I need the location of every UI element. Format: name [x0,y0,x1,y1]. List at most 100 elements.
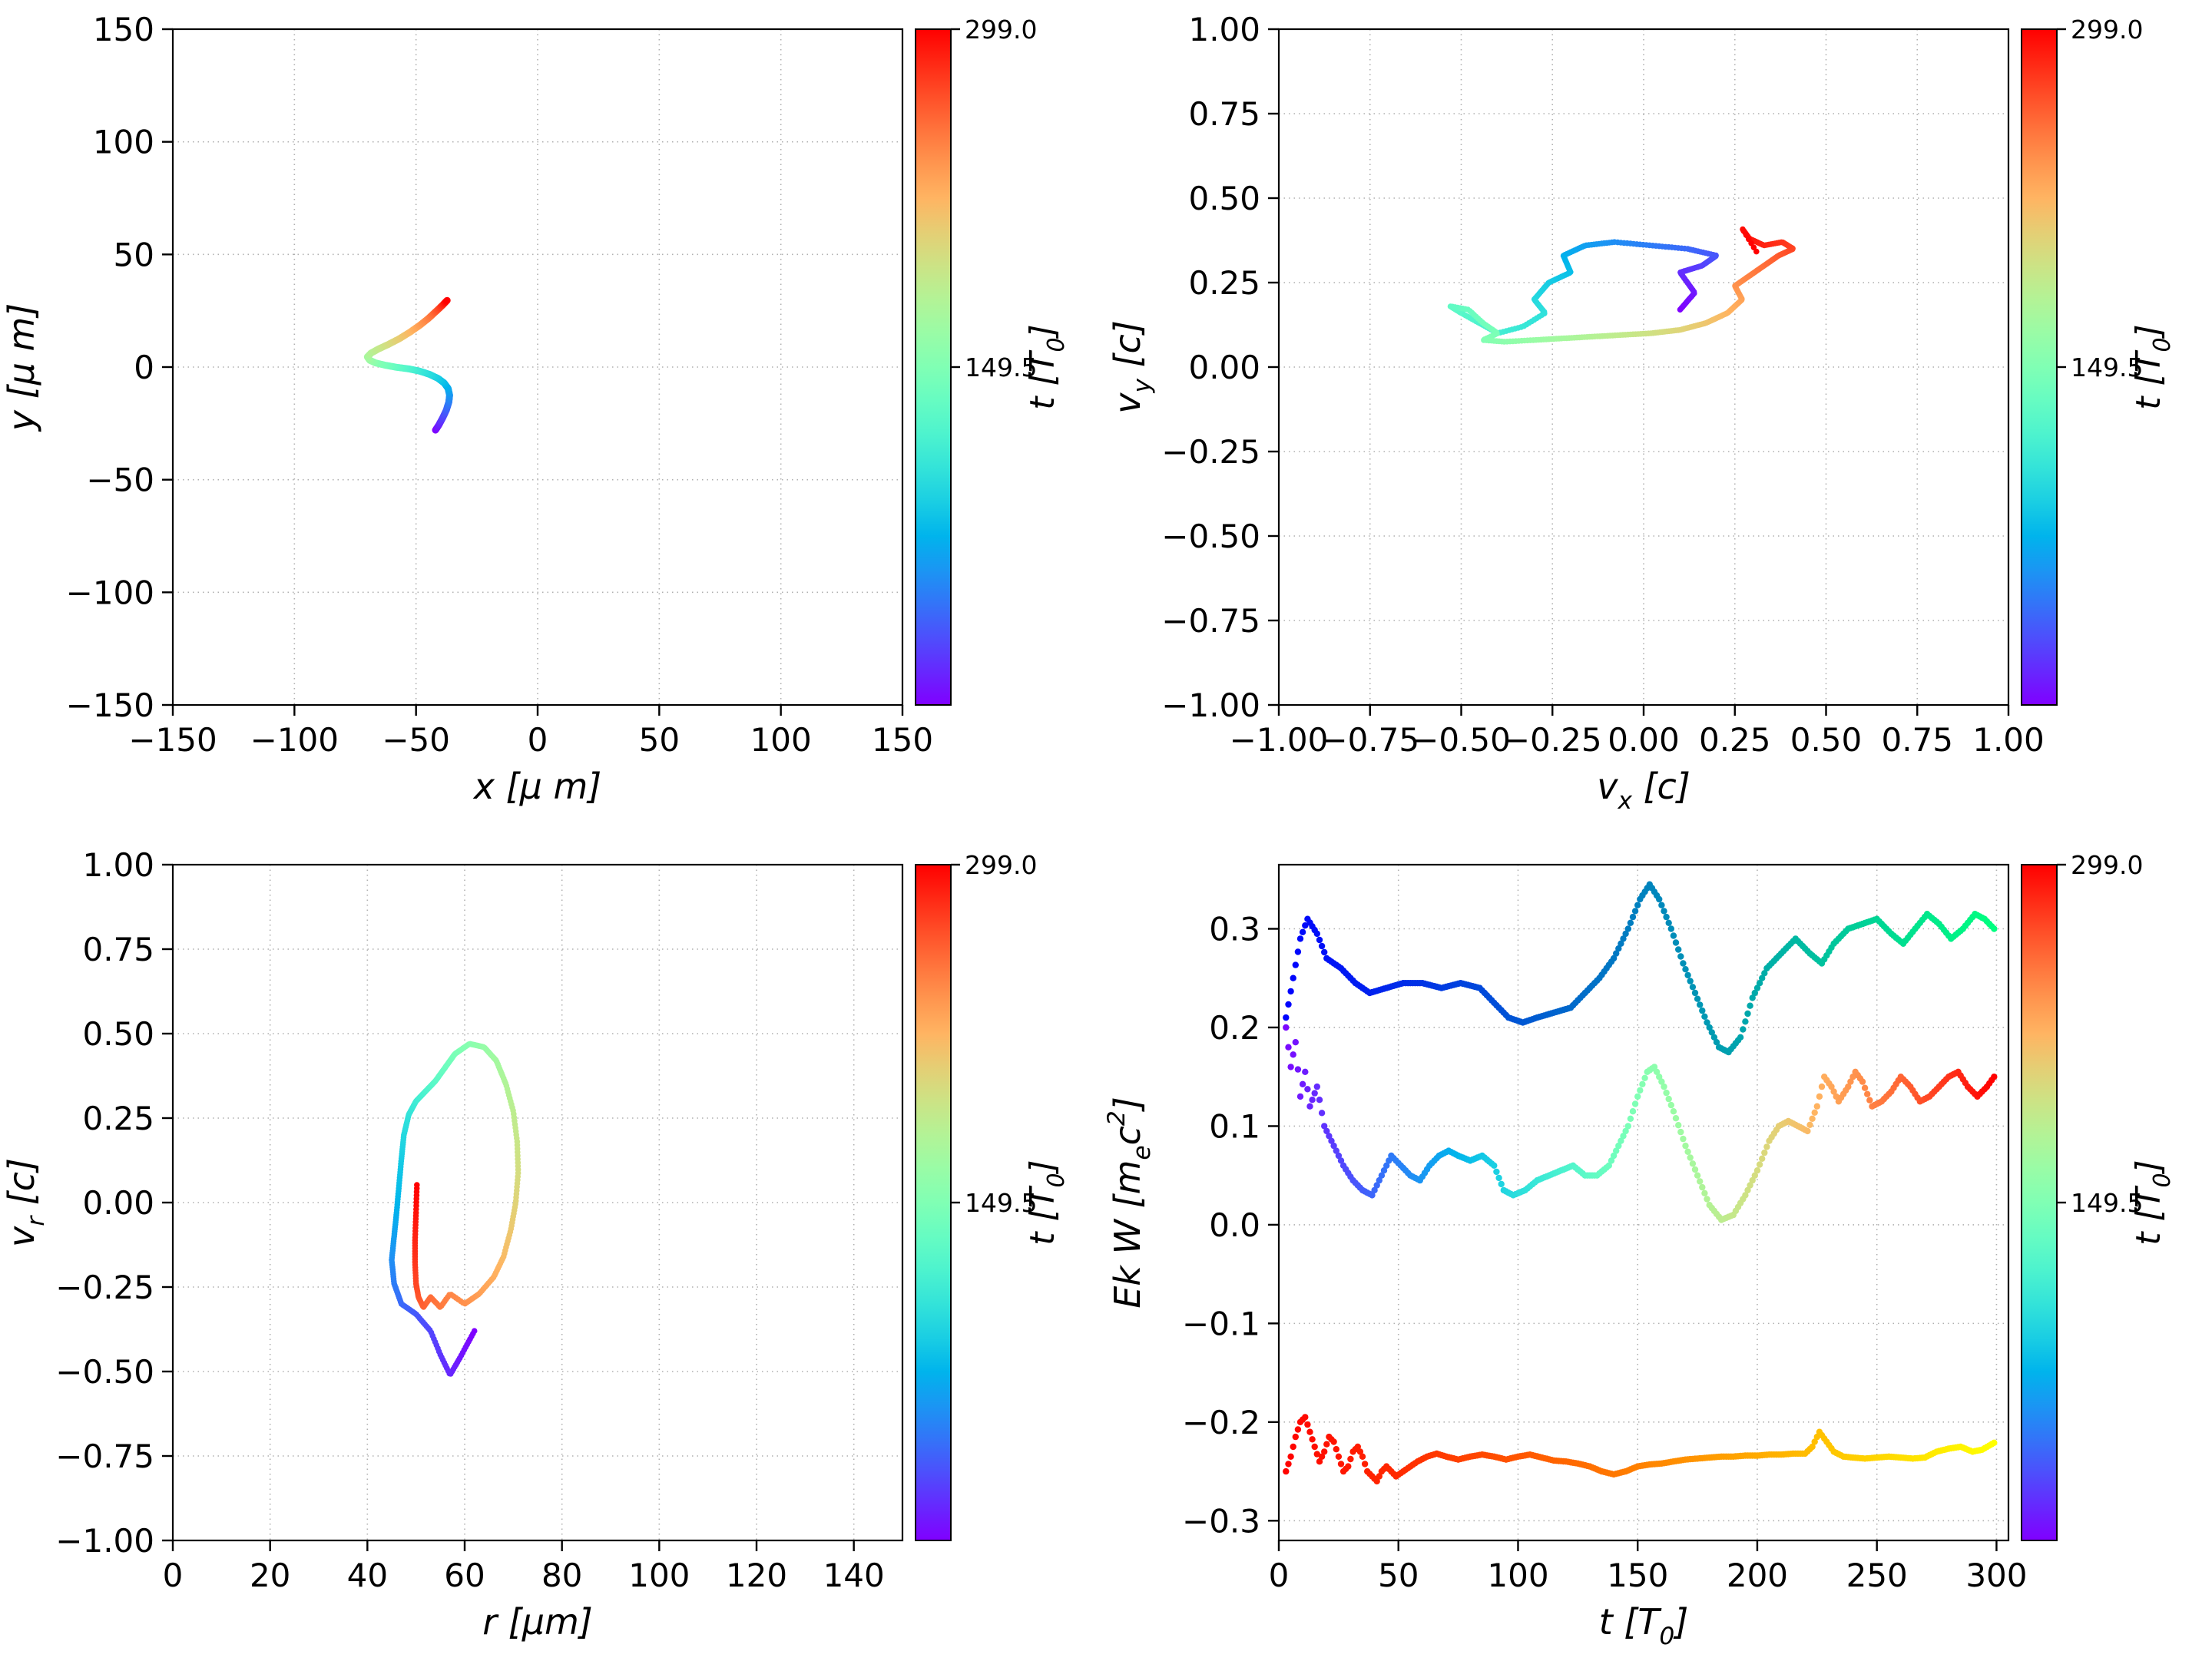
subplot-velocity-vxvy: −1.00−0.75−0.50−0.25 0.00 0.25 0.50 0.75 1.00… [1106,0,2212,836]
svg-text:100: 100 [628,1557,690,1594]
svg-text:0.00: 0.00 [1188,349,1260,386]
svg-text:−0.75: −0.75 [1161,602,1260,640]
svg-text:0: 0 [163,1557,184,1594]
colorbar: 299.0 149.5t [T0] [915,15,1070,706]
svg-text:−0.25: −0.25 [55,1269,154,1306]
svg-text:−0.25: −0.25 [1503,721,1602,759]
svg-text:120: 120 [726,1557,787,1594]
x-axis-label: vx [c] [1597,766,1690,815]
axis-ticks [1268,928,1998,1551]
y-axis-label: y [μ m] [1,303,42,432]
y-axis-label: Ek W [mec2] [1106,1097,1156,1309]
colorbar-tick-label: 299.0 [965,15,1037,45]
svg-text:250: 250 [1846,1557,1908,1594]
tick-labels: −150 −100 −50 0 50 100 150 −150 −100 −50 0 50 100 150 [66,11,933,759]
svg-text:0.1: 0.1 [1209,1107,1260,1145]
scatter-series [1447,226,1796,345]
scatter-series [389,1041,522,1377]
colorbar-tick-label: 149.5 [965,352,1037,382]
svg-text:−100: −100 [66,574,154,611]
y-axis-label: vr [c] [1,1158,50,1247]
svg-text:0.25: 0.25 [1188,264,1260,302]
svg-text:−0.1: −0.1 [1182,1305,1260,1342]
svg-text:300: 300 [1965,1557,2027,1594]
svg-text:−0.3: −0.3 [1182,1502,1260,1540]
colorbar-tick-label: 149.5 [965,1188,1037,1218]
colorbar-axis-label: t [T0] [2129,324,2176,409]
colorbar-axis-label: t [T0] [2129,1160,2176,1245]
svg-text:0.50: 0.50 [1790,721,1863,759]
svg-text:0.2: 0.2 [1209,1009,1260,1047]
svg-text:100: 100 [1487,1557,1548,1594]
svg-text:−50: −50 [382,721,450,759]
svg-text:0.3: 0.3 [1209,911,1260,948]
svg-text:0: 0 [528,721,548,759]
svg-text:−1.00: −1.00 [1161,687,1260,724]
svg-text:0.00: 0.00 [1608,721,1680,759]
svg-text:20: 20 [250,1557,290,1594]
svg-text:−150: −150 [66,687,154,724]
svg-text:0.0: 0.0 [1209,1206,1260,1244]
svg-text:200: 200 [1727,1557,1788,1594]
svg-text:60: 60 [444,1557,485,1594]
subplot-position-xy: −150 −100 −50 0 50 100 150 −150 −100 −50 0 50 100 150… [0,0,1106,836]
x-axis-label: x [μ m] [472,766,601,807]
svg-text:−0.25: −0.25 [1161,433,1260,471]
svg-text:0.75: 0.75 [1881,721,1953,759]
colorbar-tick-label: 149.5 [2071,1188,2143,1218]
x-axis-label: r [μm] [482,1601,593,1643]
plot-border [1277,863,2010,1542]
svg-text:40: 40 [347,1557,388,1594]
svg-text:0: 0 [1269,1557,1290,1594]
subplot-radial-phase: 0 20 40 60 80 100 120 140 −1.00 −0.75 −0.50 −0.25 0.… [0,836,1106,1671]
axis-ticks [162,863,855,1551]
svg-text:−1.00: −1.00 [55,1522,154,1560]
svg-text:0.75: 0.75 [82,931,154,968]
svg-text:0.00: 0.00 [82,1184,154,1222]
scatter-series [363,296,453,434]
grid [1278,28,2009,706]
svg-text:−1.00: −1.00 [1230,721,1329,759]
tick-labels: −1.00−0.75−0.50−0.25 0.00 0.25 0.50 0.75 1.00… [1161,11,2044,759]
colorbar-tick-label: 149.5 [2071,352,2143,382]
svg-text:−0.75: −0.75 [55,1438,154,1475]
colorbar-tick-label: 299.0 [965,850,1037,880]
svg-text:1.00: 1.00 [82,846,154,884]
svg-text:−0.75: −0.75 [1320,721,1419,759]
svg-text:−50: −50 [86,462,154,499]
tick-labels: 0 20 40 60 80 100 120 140 −1.00 −0.75 −0.50 −0.25 0.… [55,846,884,1594]
subplot-energy-time: 0 50 100 150 200 250 300 −0.3 −0.2 −0.1 0.0 0.1 0.2 0… [1106,836,2212,1671]
grid [172,28,903,706]
svg-text:50: 50 [639,721,680,759]
svg-text:100: 100 [93,124,154,161]
svg-text:0.25: 0.25 [1699,721,1771,759]
colorbar: 299.0 149.5t [T0] [915,850,1070,1541]
grid [172,864,902,1541]
svg-text:50: 50 [114,236,154,273]
svg-text:0.50: 0.50 [82,1015,154,1053]
svg-text:−0.2: −0.2 [1182,1404,1260,1441]
svg-text:0.50: 0.50 [1188,180,1260,217]
svg-text:0.25: 0.25 [82,1100,154,1137]
colorbar-tick-label: 299.0 [2071,850,2143,880]
svg-text:−150: −150 [128,721,217,759]
axis-ticks [162,28,904,716]
svg-text:0.75: 0.75 [1188,95,1260,133]
svg-text:−0.50: −0.50 [55,1353,154,1391]
svg-text:50: 50 [1378,1557,1419,1594]
scatter-series [1283,881,1998,1485]
grid [1278,865,2008,1540]
colorbar-axis-label: t [T0] [1023,324,1070,409]
svg-text:0: 0 [134,349,154,386]
y-axis-label: vy [c] [1107,320,1156,414]
colorbar-tick-label: 299.0 [2071,15,2143,45]
x-axis-label: t [T0] [1599,1601,1689,1650]
svg-text:100: 100 [750,721,812,759]
axis-ticks [1268,28,2010,716]
svg-text:1.00: 1.00 [1972,721,2045,759]
svg-text:150: 150 [872,721,933,759]
colorbar: 299.0 149.5t [T0] [2021,850,2176,1541]
tick-labels: 0 50 100 150 200 250 300 −0.3 −0.2 −0.1 0.0 0.1 0.2 0… [1182,911,2028,1594]
svg-text:150: 150 [93,11,154,48]
